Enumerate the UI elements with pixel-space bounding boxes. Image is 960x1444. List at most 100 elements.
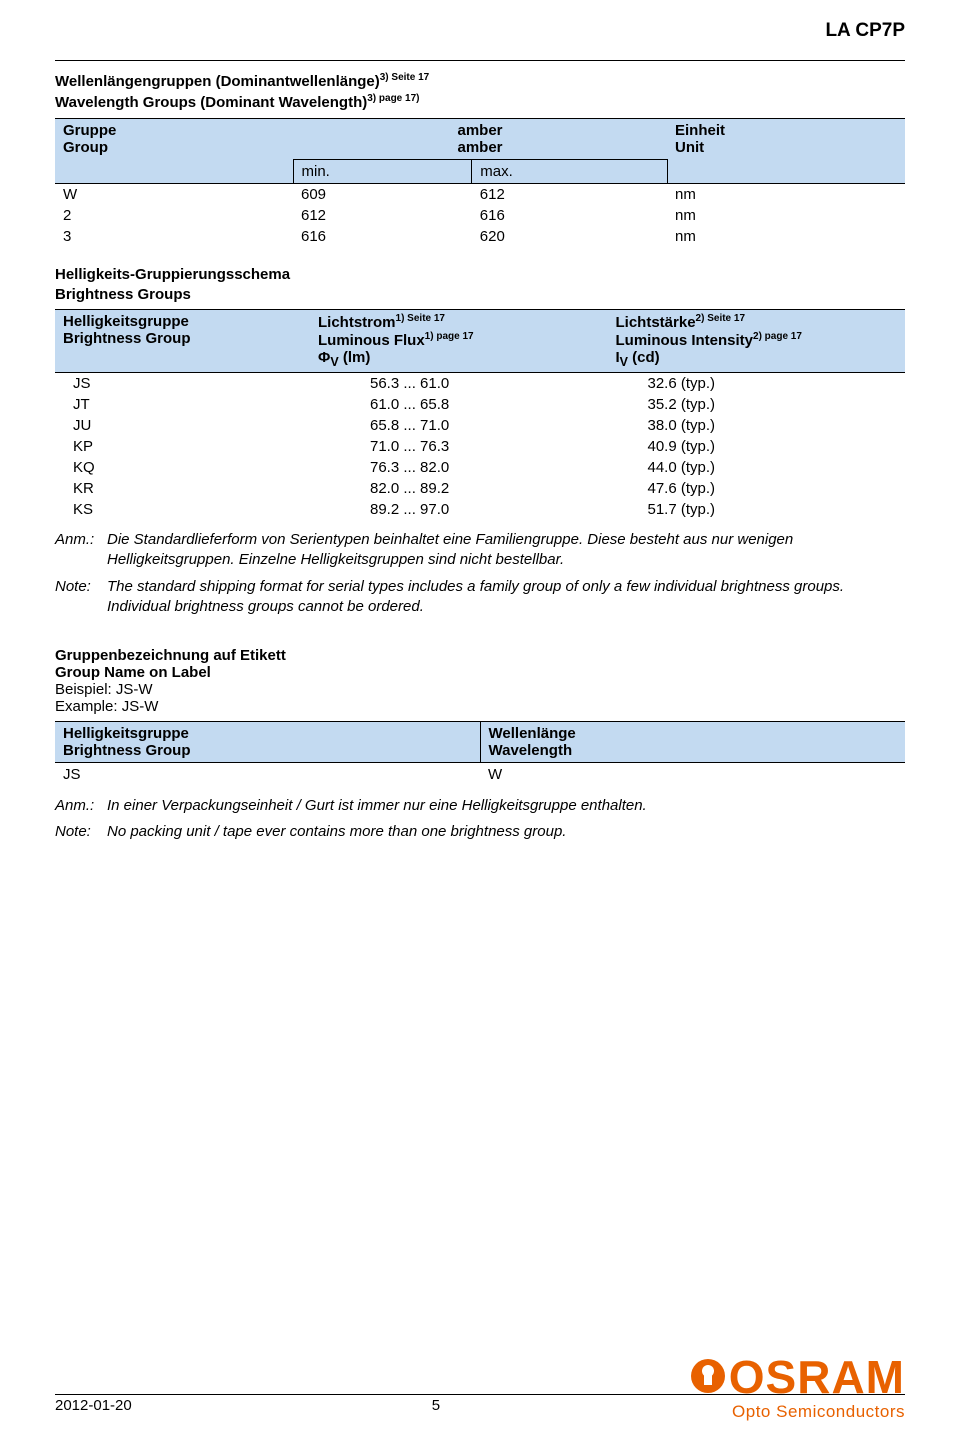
cell: 2: [55, 205, 293, 226]
footer: 2012-01-20 5 OSRAM Opto Semiconductors: [55, 1394, 905, 1414]
cell: KR: [55, 478, 310, 499]
divider: [55, 60, 905, 61]
brightness-title-de: Helligkeits-Gruppierungsschema: [55, 266, 290, 283]
cell: 620: [472, 226, 667, 247]
cell: 47.6 (typ.): [608, 478, 906, 499]
cell: 51.7 (typ.): [608, 499, 906, 520]
col-group-en: Group: [63, 139, 108, 156]
bg-col-int-de: Lichtstärke: [616, 314, 696, 331]
osram-logo: OSRAM Opto Semiconductors: [691, 1354, 905, 1422]
cell: 616: [472, 205, 667, 226]
cell: 616: [293, 226, 472, 247]
anm-text: Die Standardlieferform von Serientypen b…: [107, 530, 905, 571]
brightness-table: Helligkeitsgruppe Brightness Group Licht…: [55, 309, 905, 520]
cell: 612: [472, 183, 667, 205]
table-row: JU65.8 ... 71.038.0 (typ.): [55, 415, 905, 436]
brightness-title-en: Brightness Groups: [55, 286, 191, 303]
table-row: 2 612 616 nm: [55, 205, 905, 226]
group-label-table: Helligkeitsgruppe Brightness Group Welle…: [55, 721, 905, 786]
table-row: JS W: [55, 763, 905, 787]
bg-flux-sup-de: 1) Seite 17: [396, 313, 445, 324]
wavelength-title-de: Wellenlängengruppen (Dominantwellenlänge…: [55, 73, 380, 90]
cell: 44.0 (typ.): [608, 457, 906, 478]
gl-title-en: Group Name on Label: [55, 664, 905, 681]
cell: 82.0 ... 89.2: [310, 478, 608, 499]
col-amber-de: amber: [457, 122, 502, 139]
bg-col-flux-de: Lichtstrom: [318, 314, 396, 331]
col-min: min.: [293, 159, 472, 183]
bg-int-sub: V: [620, 355, 628, 369]
bg-flux-sub: V: [330, 355, 338, 369]
bg-int-sup-de: 2) Seite 17: [696, 313, 745, 324]
cell: nm: [667, 226, 905, 247]
cell: 40.9 (typ.): [608, 436, 906, 457]
table-row: KS89.2 ... 97.051.7 (typ.): [55, 499, 905, 520]
gl-hdr-bg-en: Brightness Group: [63, 742, 191, 759]
cell: 56.3 ... 61.0: [310, 373, 608, 395]
brightness-heading: Helligkeits-Gruppierungsschema Brightnes…: [55, 265, 905, 306]
cell: W: [55, 183, 293, 205]
gl-ex-de: Beispiel: JS-W: [55, 681, 905, 698]
cell: 32.6 (typ.): [608, 373, 906, 395]
bg-col-group-en: Brightness Group: [63, 330, 191, 347]
bg-flux-unit: (lm): [339, 349, 371, 366]
note-text: The standard shipping format for serial …: [107, 577, 905, 618]
gl-title-de: Gruppenbezeichnung auf Etikett: [55, 647, 905, 664]
cell: 612: [293, 205, 472, 226]
brand-sub: Opto Semiconductors: [691, 1402, 905, 1422]
bg-flux-sym: Φ: [318, 349, 330, 366]
col-unit-de: Einheit: [675, 122, 725, 139]
bg-col-flux-en: Luminous Flux: [318, 332, 425, 349]
table-row: 3 616 620 nm: [55, 226, 905, 247]
gl-hdr-bg-de: Helligkeitsgruppe: [63, 725, 189, 742]
cell: KQ: [55, 457, 310, 478]
gl-hdr-wl-de: Wellenlänge: [489, 725, 576, 742]
note2-text: No packing unit / tape ever contains mor…: [107, 822, 566, 842]
col-group-de: Gruppe: [63, 122, 116, 139]
wavelength-table: Gruppe Group amber amber Einheit Unit mi…: [55, 118, 905, 247]
footer-page: 5: [432, 1397, 440, 1414]
note-label: Note:: [55, 577, 107, 618]
bg-flux-sup-en: 1) page 17: [425, 331, 474, 342]
bulb-icon: [691, 1359, 725, 1393]
cell: nm: [667, 205, 905, 226]
cell: 76.3 ... 82.0: [310, 457, 608, 478]
cell: 65.8 ... 71.0: [310, 415, 608, 436]
wavelength-sup-de: 3) Seite 17: [380, 72, 429, 83]
table-row: JT61.0 ... 65.835.2 (typ.): [55, 394, 905, 415]
cell: 3: [55, 226, 293, 247]
gl-ex-en: Example: JS-W: [55, 698, 905, 715]
cell: 71.0 ... 76.3: [310, 436, 608, 457]
cell: JS: [55, 763, 480, 787]
anm2-label: Anm.:: [55, 796, 107, 816]
cell: JU: [55, 415, 310, 436]
cell: W: [480, 763, 905, 787]
table-row: KP71.0 ... 76.340.9 (typ.): [55, 436, 905, 457]
cell: nm: [667, 183, 905, 205]
footer-date: 2012-01-20: [55, 1397, 132, 1414]
brand-name: OSRAM: [729, 1351, 905, 1403]
gl-hdr-wl-en: Wavelength: [489, 742, 573, 759]
cell: 61.0 ... 65.8: [310, 394, 608, 415]
group-label-section: Gruppenbezeichnung auf Etikett Group Nam…: [55, 647, 905, 786]
col-unit-en: Unit: [675, 139, 704, 156]
cell: KP: [55, 436, 310, 457]
wavelength-title-en: Wavelength Groups (Dominant Wavelength): [55, 94, 367, 111]
bg-int-sup-en: 2) page 17: [753, 331, 802, 342]
table-row: KR82.0 ... 89.247.6 (typ.): [55, 478, 905, 499]
cell: 609: [293, 183, 472, 205]
note2-label: Note:: [55, 822, 107, 842]
col-max: max.: [472, 159, 667, 183]
cell: 35.2 (typ.): [608, 394, 906, 415]
wavelength-sup-en: 3) page 17): [367, 93, 419, 104]
bg-col-group-de: Helligkeitsgruppe: [63, 313, 189, 330]
table-row: JS56.3 ... 61.032.6 (typ.): [55, 373, 905, 395]
notes-2: Anm.: In einer Verpackungseinheit / Gurt…: [55, 796, 905, 843]
table-row: KQ76.3 ... 82.044.0 (typ.): [55, 457, 905, 478]
cell: JT: [55, 394, 310, 415]
anm2-text: In einer Verpackungseinheit / Gurt ist i…: [107, 796, 647, 816]
cell: 38.0 (typ.): [608, 415, 906, 436]
wavelength-heading: Wellenlängengruppen (Dominantwellenlänge…: [55, 71, 905, 114]
cell: 89.2 ... 97.0: [310, 499, 608, 520]
notes-1: Anm.: Die Standardlieferform von Serient…: [55, 530, 905, 617]
